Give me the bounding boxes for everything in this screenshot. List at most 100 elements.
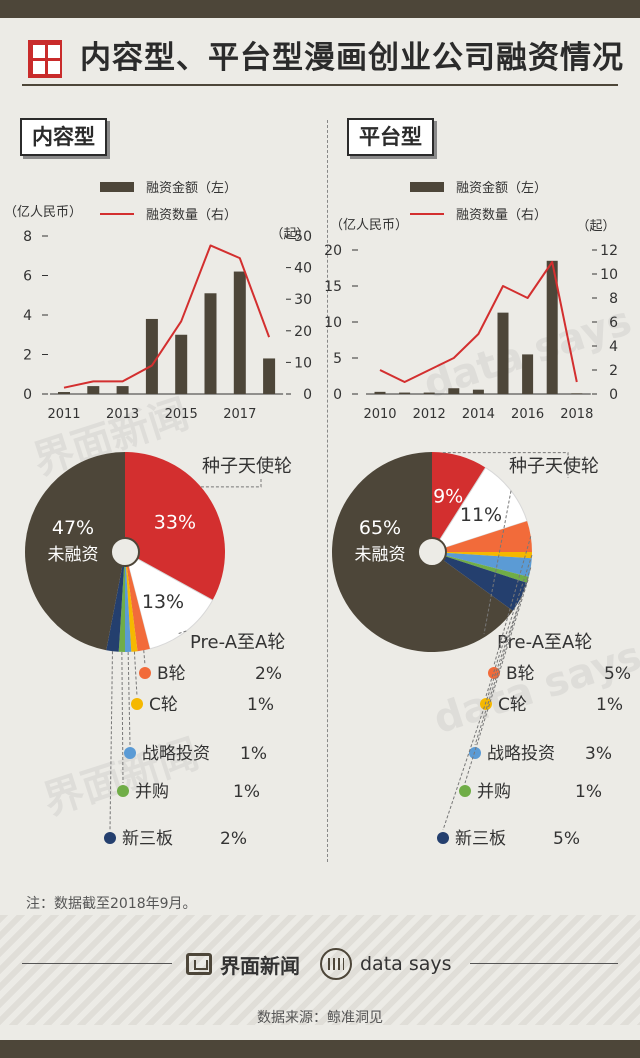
datasays-logo-icon xyxy=(320,948,352,980)
section-label-platform: 平台型 xyxy=(347,118,434,156)
logo-icon xyxy=(28,40,62,78)
bar-2017 xyxy=(233,271,246,394)
legend-swatch-amount xyxy=(100,182,134,192)
y-axis-right-label: （起） xyxy=(270,227,309,242)
y-right-tick-label: 4 xyxy=(609,339,618,355)
pie-slice-1 xyxy=(432,452,486,552)
legend-swatch-amount xyxy=(410,182,444,192)
pie-center xyxy=(110,537,140,567)
legend-label-count: 融资数量（右） xyxy=(456,208,547,223)
x-tick-label-2011: 2011 xyxy=(47,407,80,422)
pie-name-7: 新三板 xyxy=(122,829,173,849)
pie-name-seed: 种子天使轮 xyxy=(202,456,292,477)
pie-name-4: C轮 xyxy=(498,695,527,715)
pie-name-5: 战略投资 xyxy=(142,744,210,764)
pie-label-prea-value: 13% xyxy=(142,591,184,613)
x-tick-label-2016: 2016 xyxy=(511,407,544,422)
legend-dot-5 xyxy=(469,747,481,759)
legend-label-count: 融资数量（右） xyxy=(146,208,237,223)
y-axis-right-label: （起） xyxy=(576,219,615,234)
callout-line-4 xyxy=(133,651,138,697)
y-left-tick-label: 15 xyxy=(324,279,342,295)
x-tick-label-2015: 2015 xyxy=(165,407,198,422)
y-left-tick-label: 0 xyxy=(23,387,32,403)
section-divider xyxy=(327,120,328,862)
header-rule xyxy=(22,84,618,86)
pie-value-7: 2% xyxy=(220,829,247,849)
legend-dot-4 xyxy=(131,698,143,710)
x-tick-label-2010: 2010 xyxy=(363,407,396,422)
page-title: 内容型、平台型漫画创业公司融资情况 xyxy=(80,40,624,76)
pie-value-4: 1% xyxy=(247,695,274,715)
y-right-tick-label: 10 xyxy=(294,355,312,371)
y-right-tick-label: 8 xyxy=(609,291,618,307)
count-line xyxy=(379,261,578,383)
pie-name-4: C轮 xyxy=(149,695,178,715)
callout-line-5 xyxy=(474,567,532,746)
bar-2012 xyxy=(87,386,100,394)
note: 注：数据截至2018年9月。 xyxy=(26,896,197,912)
callout-line-5 xyxy=(127,651,131,746)
pie-slice-3 xyxy=(125,552,150,652)
y-left-tick-label: 10 xyxy=(324,315,342,331)
pie-label-unfunded-name: 未融资 xyxy=(355,545,406,565)
pie-slice-5 xyxy=(432,552,532,577)
y-right-tick-label: 10 xyxy=(600,267,618,283)
pie-slice-1 xyxy=(125,452,225,601)
y-left-tick-label: 8 xyxy=(23,229,32,245)
callout-line-6 xyxy=(121,651,124,784)
bar-2018 xyxy=(263,358,276,394)
footer-rule-left xyxy=(22,963,172,964)
footer-band xyxy=(0,915,640,1025)
callout-line-prea xyxy=(483,490,512,635)
pie-value-5: 1% xyxy=(240,744,267,764)
pie-slice-4 xyxy=(125,552,138,652)
bar-2015 xyxy=(175,334,188,394)
x-tick-label-2014: 2014 xyxy=(462,407,495,422)
bar-2013 xyxy=(448,388,460,394)
callout-line-seed xyxy=(200,478,262,488)
bar-2010 xyxy=(374,391,386,394)
bar-2018 xyxy=(571,393,583,394)
y-left-tick-label: 2 xyxy=(23,348,32,364)
pie-value-7: 5% xyxy=(553,829,580,849)
bottom-band xyxy=(0,1040,640,1058)
legend-label-amount: 融资金额（左） xyxy=(146,180,237,196)
pie-slice-7 xyxy=(106,552,125,652)
datasays-name: data says xyxy=(360,953,452,975)
pie-name-5: 战略投资 xyxy=(487,744,555,764)
legend-label-amount: 融资金额（左） xyxy=(456,180,547,196)
bar-2016 xyxy=(204,293,217,394)
pie-value-5: 3% xyxy=(585,744,612,764)
pie-name-7: 新三板 xyxy=(455,829,506,849)
y-right-tick-label: 6 xyxy=(609,315,618,331)
x-tick-label-2017: 2017 xyxy=(223,407,256,422)
y-right-tick-label: 2 xyxy=(609,363,618,379)
pie-slice-0 xyxy=(25,452,125,651)
legend-dot-4 xyxy=(480,698,492,710)
y-right-tick-label: 12 xyxy=(600,243,618,259)
x-tick-label-2013: 2013 xyxy=(106,407,139,422)
bar-2015 xyxy=(497,312,509,394)
callout-line-7 xyxy=(109,651,113,831)
legend-dot-7 xyxy=(437,832,449,844)
pie-slice-2 xyxy=(124,551,214,650)
pie-label-prea-value: 11% xyxy=(460,504,502,526)
pie-name-3: B轮 xyxy=(506,664,535,684)
y-left-tick-label: 4 xyxy=(23,308,32,324)
bar-2014 xyxy=(472,389,484,394)
y-axis-left-label: （亿人民币） xyxy=(4,205,82,220)
pie-value-6: 1% xyxy=(233,782,260,802)
pie-label-seed-value: 33% xyxy=(154,511,196,533)
section-label-content: 内容型 xyxy=(20,118,107,156)
y-left-tick-label: 20 xyxy=(324,243,342,259)
brand-logo-icon xyxy=(186,953,212,975)
y-left-tick-label: 5 xyxy=(333,351,342,367)
x-tick-label-2012: 2012 xyxy=(413,407,446,422)
top-band xyxy=(0,0,640,18)
pie-center xyxy=(417,537,447,567)
bar-2017 xyxy=(546,260,558,394)
legend-dot-5 xyxy=(124,747,136,759)
y-left-tick-label: 6 xyxy=(23,269,32,285)
